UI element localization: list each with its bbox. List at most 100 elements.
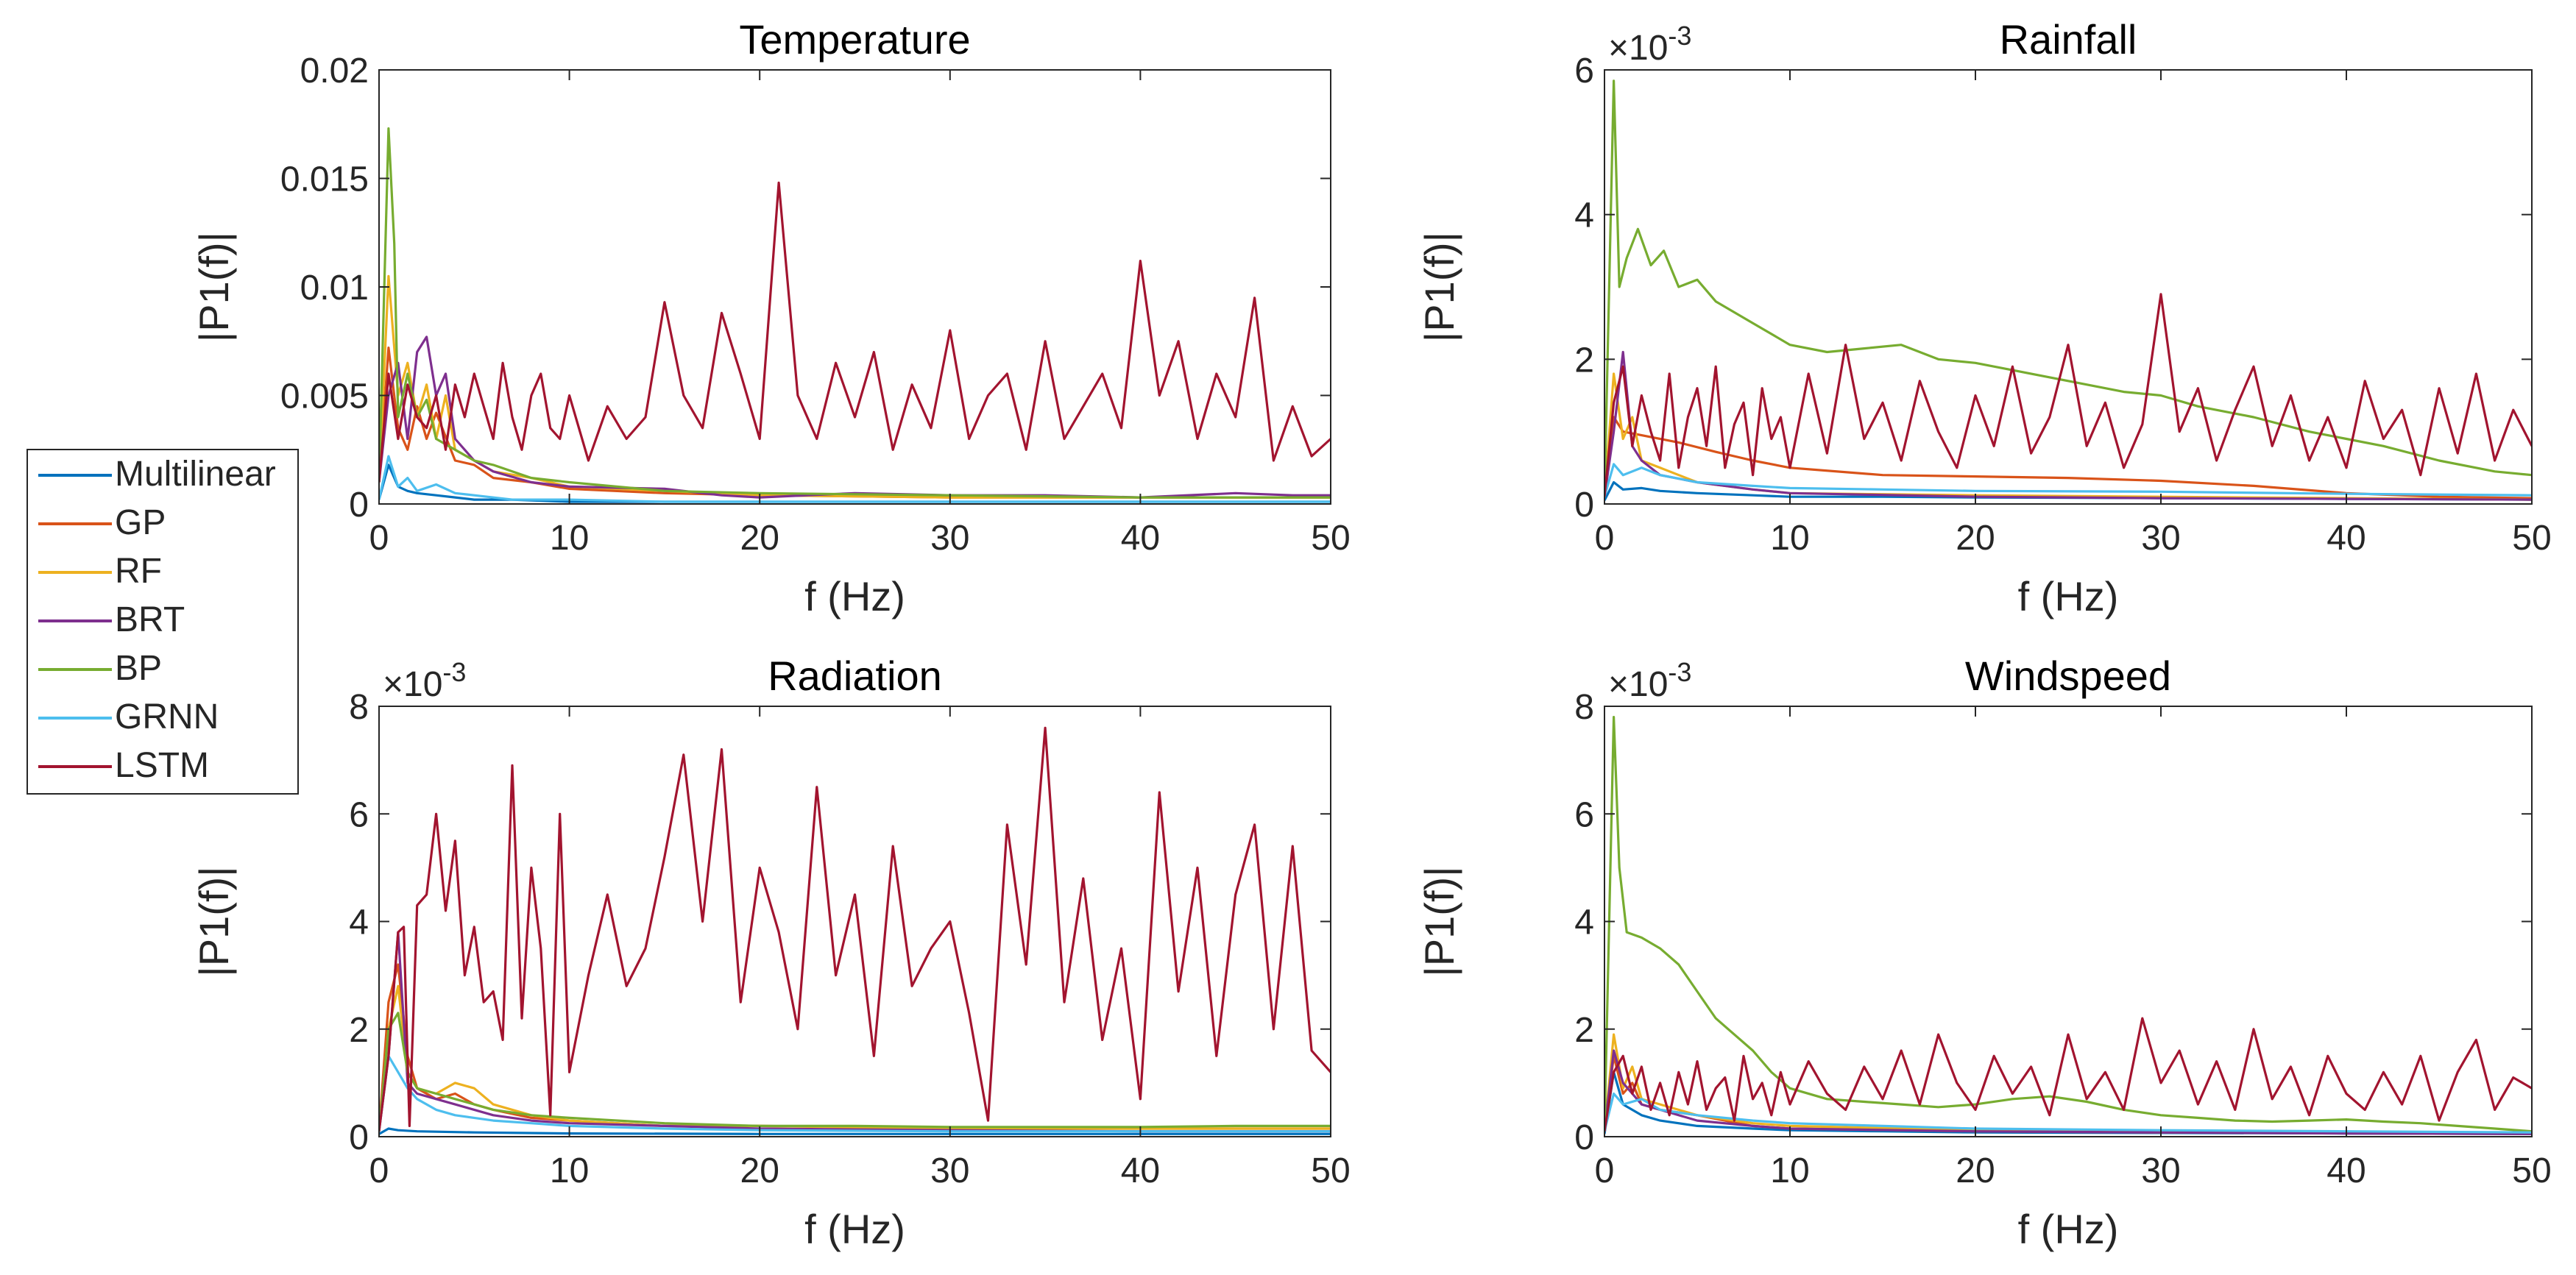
x-axis-label: f (Hz) (2018, 573, 2119, 619)
series-line-bp (1604, 715, 2532, 1133)
x-tick-label: 40 (1121, 519, 1160, 558)
plot-frame (1604, 706, 2533, 1137)
panel-title: Rainfall (2000, 16, 2137, 63)
y-tick-label: 0.005 (280, 377, 369, 416)
y-tick-label: 0 (349, 1118, 369, 1157)
y-tick-label: 2 (349, 1011, 369, 1050)
legend-item: Multilinear (28, 452, 297, 496)
panel-windspeed: Windspeed f (Hz) |P1(f)| 0 10 20 30 40 50 0 2 4 6… (1416, 653, 2552, 1252)
y-exponent-label: ×10-3 (383, 657, 466, 704)
y-tick-label: 0 (1574, 1118, 1594, 1157)
x-tick-label: 40 (2326, 1151, 2366, 1190)
panel-title: Radiation (768, 653, 942, 699)
x-axis-label: f (Hz) (804, 573, 905, 619)
y-axis-label: |P1(f)| (191, 866, 237, 976)
legend-item: LSTM (28, 743, 297, 787)
series-line-lstm (1604, 1017, 2532, 1132)
x-tick-label: 30 (2141, 519, 2180, 558)
legend-swatch (38, 522, 112, 525)
legend-swatch (38, 717, 112, 720)
x-tick-label: 20 (740, 519, 779, 558)
series-line-grnn (379, 455, 1331, 503)
y-axis-label: |P1(f)| (191, 232, 237, 342)
legend-swatch (38, 765, 112, 768)
x-tick-label: 40 (2326, 519, 2366, 558)
series-line-grnn (379, 1054, 1331, 1133)
series-group (1604, 715, 2532, 1135)
y-tick-label: 2 (1574, 1011, 1594, 1050)
panel-title: Temperature (739, 16, 970, 63)
y-exponent-label: ×10-3 (1608, 21, 1691, 68)
panel-radiation: Radiation f (Hz) |P1(f)| 0 10 20 30 40 50 0 2 4 6… (191, 653, 1351, 1252)
y-tick-label: 4 (1574, 196, 1594, 235)
y-tick-label: 0.01 (300, 269, 369, 308)
x-tick-label: 40 (1121, 1151, 1160, 1190)
legend-label: GRNN (115, 697, 219, 736)
x-tick-label: 30 (930, 1151, 969, 1190)
y-axis-label: |P1(f)| (1416, 232, 1462, 342)
y-tick-label: 8 (1574, 688, 1594, 727)
y-tick-label: 8 (349, 688, 369, 727)
legend-label: GP (115, 503, 166, 542)
x-tick-label: 0 (369, 519, 389, 558)
series-line-bp (1604, 79, 2532, 497)
y-tick-label: 0.015 (280, 160, 369, 199)
y-tick-label: 0 (1574, 486, 1594, 525)
series-line-lstm (1604, 293, 2532, 497)
legend-item: GRNN (28, 695, 297, 739)
series-line-brt (379, 931, 1331, 1133)
legend-label: BP (115, 649, 163, 688)
series-group (379, 726, 1331, 1135)
x-tick-label: 0 (1595, 1151, 1615, 1190)
series-line-bp (379, 1012, 1331, 1132)
x-tick-label: 0 (369, 1151, 389, 1190)
panel-temperature: Temperature f (Hz) |P1(f)| 0 10 20 30 40 50 0 0… (191, 16, 1351, 619)
y-exponent-label: ×10-3 (1608, 657, 1691, 704)
x-tick-label: 50 (1311, 1151, 1350, 1190)
legend-label: BRT (115, 600, 185, 639)
series-line-lstm (379, 181, 1331, 483)
legend-item: RF (28, 549, 297, 593)
x-axis-label: f (Hz) (804, 1206, 905, 1252)
y-tick-label: 0.02 (300, 52, 369, 90)
x-tick-label: 30 (2141, 1151, 2180, 1190)
legend-swatch (38, 668, 112, 671)
x-tick-label: 10 (550, 1151, 589, 1190)
series-line-grnn (1604, 463, 2532, 497)
y-tick-label: 6 (1574, 795, 1594, 834)
y-tick-label: 4 (349, 903, 369, 942)
x-axis-label: f (Hz) (2018, 1206, 2119, 1252)
y-tick-label: 2 (1574, 341, 1594, 380)
series-line-gp (1604, 416, 2532, 500)
series-line-lstm (379, 726, 1331, 1132)
y-tick-label: 4 (1574, 903, 1594, 942)
legend-item: BRT (28, 597, 297, 642)
legend-swatch (38, 474, 112, 477)
series-group (379, 127, 1331, 503)
y-tick-label: 6 (349, 795, 369, 834)
legend-label: LSTM (115, 746, 210, 785)
x-tick-label: 50 (2512, 1151, 2551, 1190)
x-tick-label: 20 (1956, 519, 1995, 558)
x-tick-label: 10 (1770, 1151, 1809, 1190)
legend-swatch (38, 619, 112, 622)
x-tick-label: 10 (550, 519, 589, 558)
y-tick-label: 6 (1574, 52, 1594, 90)
plot-frame (1604, 69, 2533, 505)
panel-title: Windspeed (1965, 653, 2171, 699)
series-line-multilinear (379, 1127, 1331, 1135)
plot-frame (378, 706, 1331, 1137)
x-tick-label: 0 (1595, 519, 1615, 558)
y-tick-label: 0 (349, 486, 369, 525)
x-tick-label: 10 (1770, 519, 1809, 558)
series-line-bp (379, 127, 1331, 499)
x-tick-label: 20 (1956, 1151, 1995, 1190)
legend-item: GP (28, 500, 297, 544)
panel-rainfall: Rainfall f (Hz) |P1(f)| 0 10 20 30 40 50 0 2 4 6 ×… (1416, 16, 2552, 619)
x-tick-label: 20 (740, 1151, 779, 1190)
legend-item: BP (28, 646, 297, 690)
series-line-rf (1604, 372, 2532, 501)
plot-frame (378, 69, 1331, 505)
x-tick-label: 50 (2512, 519, 2551, 558)
